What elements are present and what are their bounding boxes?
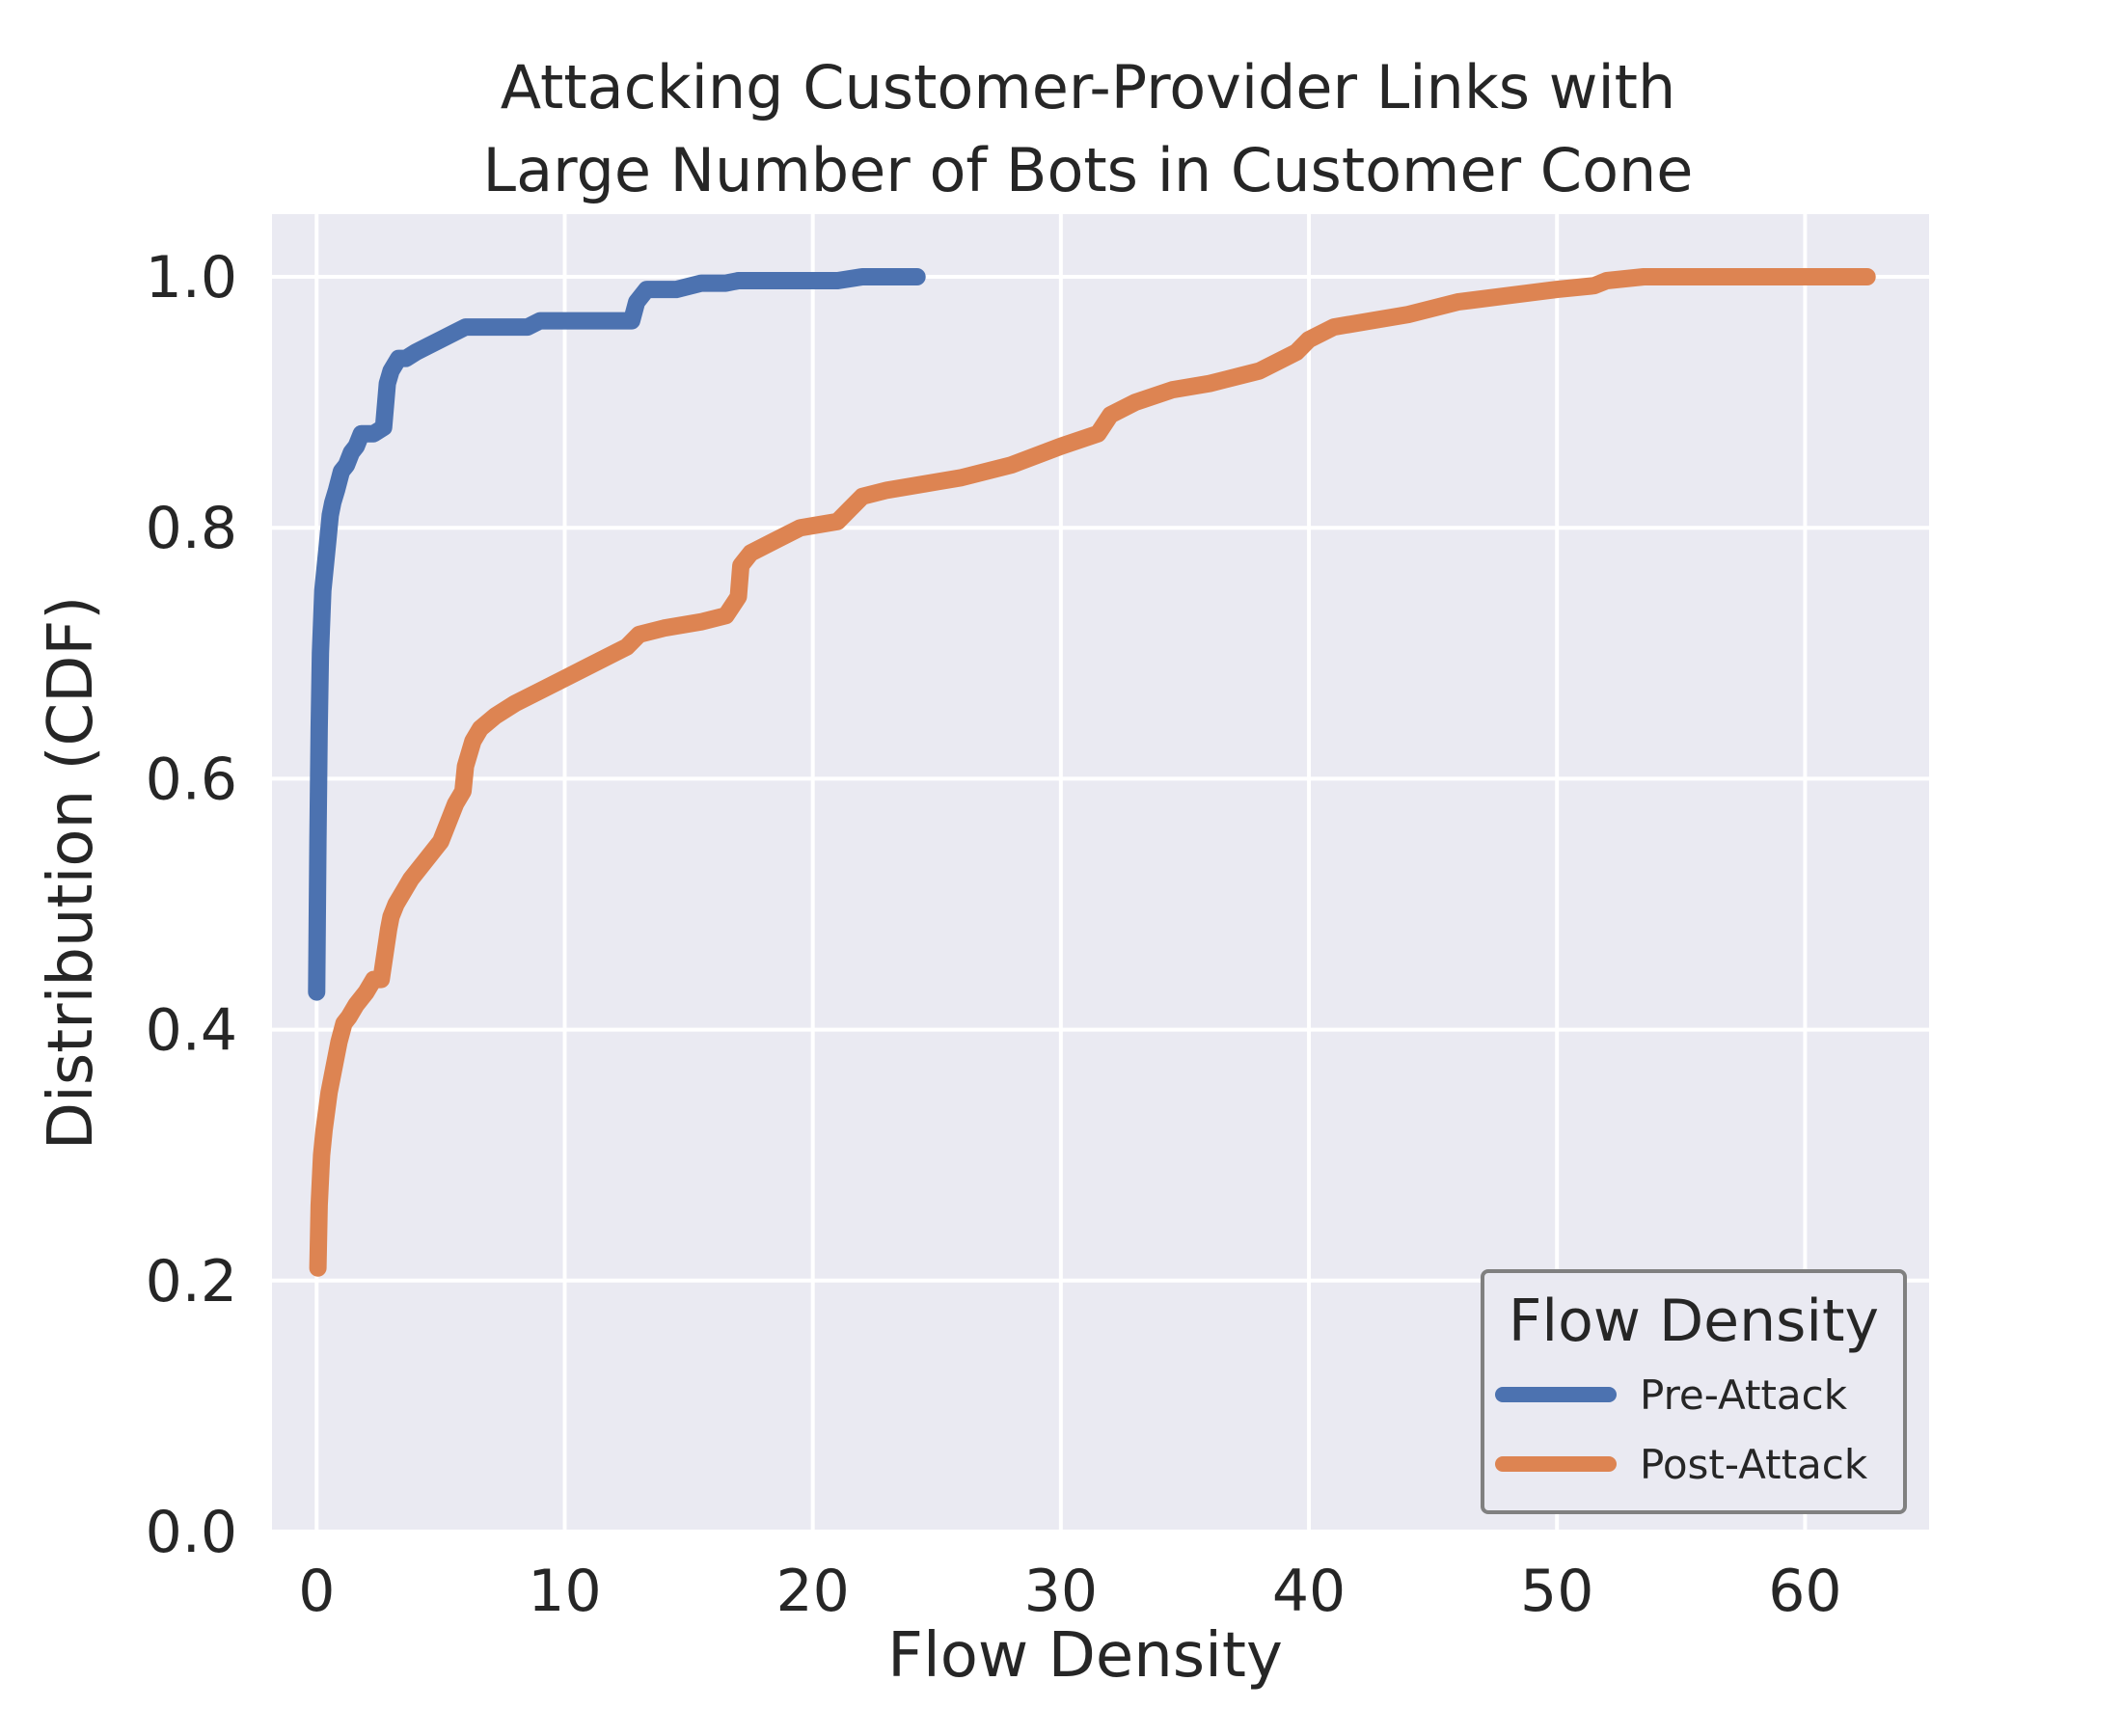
legend: Flow Density Pre-Attack Post-Attack (1481, 1269, 1907, 1514)
legend-label-pre-attack: Pre-Attack (1640, 1371, 1848, 1419)
tick-labels: 0 10 20 30 40 50 60 0.0 0.2 0.4 0.6 0.8 1.0 (146, 244, 1842, 1625)
legend-title: Flow Density (1509, 1288, 1879, 1355)
y-axis-label: Distribution (CDF) (36, 596, 107, 1150)
x-tick-label-0: 0 (298, 1558, 335, 1625)
y-tick-label-0.6: 0.6 (146, 746, 237, 813)
chart-title-line-2: Large Number of Bots in Customer Cone (483, 135, 1694, 205)
y-tick-label-0.4: 0.4 (146, 997, 237, 1065)
legend-box (1481, 1269, 1907, 1514)
series-line-pre-attack (308, 268, 926, 1001)
y-tick-label-1.0: 1.0 (146, 244, 237, 312)
series-line-post-attack (309, 268, 1876, 1277)
x-tick-label-40: 40 (1272, 1558, 1346, 1625)
y-tick-label-0.8: 0.8 (146, 495, 237, 562)
x-axis-label: Flow Density (887, 1620, 1283, 1692)
x-tick-label-50: 50 (1520, 1558, 1593, 1625)
y-tick-label-0.0: 0.0 (146, 1499, 237, 1566)
x-tick-label-30: 30 (1024, 1558, 1098, 1625)
x-tick-label-10: 10 (528, 1558, 601, 1625)
legend-label-post-attack: Post-Attack (1640, 1441, 1868, 1488)
x-tick-label-60: 60 (1768, 1558, 1841, 1625)
chart-title-line-1: Attacking Customer-Provider Links with (501, 52, 1676, 122)
x-tick-label-20: 20 (775, 1558, 849, 1625)
y-tick-label-0.2: 0.2 (146, 1248, 237, 1316)
series-layer (308, 268, 1876, 1277)
